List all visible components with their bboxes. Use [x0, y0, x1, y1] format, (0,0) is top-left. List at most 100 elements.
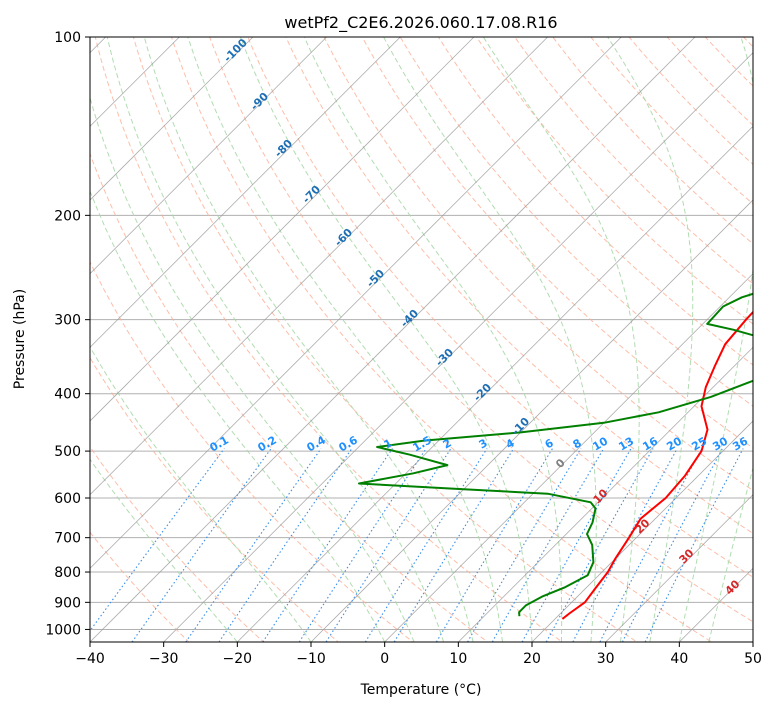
- isotherm: [90, 37, 696, 642]
- dry-adiabat: [132, 37, 638, 642]
- dry-adiabat: [90, 260, 414, 642]
- x-tick-label: 10: [449, 651, 467, 667]
- mixing-ratio-line: [491, 448, 605, 642]
- x-tick-label: 40: [670, 651, 688, 667]
- dry-adiabat: [361, 37, 753, 449]
- isotherm: [90, 37, 254, 201]
- mixing-ratio-label: 8: [571, 436, 584, 451]
- moist-adiabat: [239, 37, 533, 642]
- moist-adiabat: [106, 37, 445, 642]
- mixing-ratio-line: [131, 448, 272, 642]
- y-tick-label: 200: [54, 208, 81, 224]
- mixing-ratio-label: 16: [640, 434, 660, 453]
- isotherm: [605, 494, 753, 642]
- dry-adiabat: [209, 37, 753, 623]
- mixing-ratio-label: 10: [590, 434, 610, 453]
- mixing-ratio-label: 4: [504, 436, 517, 451]
- y-tick-label: 900: [54, 595, 81, 611]
- x-tick-label: −40: [75, 651, 105, 667]
- y-tick-label: 1000: [45, 622, 81, 638]
- y-tick-label: 300: [54, 313, 81, 329]
- moist-adiabat-label: 20: [633, 516, 653, 536]
- y-tick-label: 800: [54, 565, 81, 581]
- y-tick-label: 100: [54, 30, 81, 46]
- isotherm-label: -70: [300, 183, 323, 206]
- chart-title: wetPf2_C2E6.2026.060.17.08.R16: [284, 13, 557, 33]
- mixing-ratio-line: [467, 448, 582, 642]
- mixing-ratio-line: [621, 448, 723, 642]
- mixing-ratio-line: [185, 448, 322, 642]
- dry-adiabat: [94, 37, 564, 642]
- profile-series: [358, 292, 753, 620]
- dry-adiabat: [90, 531, 190, 642]
- dry-adiabat: [742, 37, 753, 48]
- moist-adiabat: [90, 458, 238, 642]
- mixing-ratio-line: [325, 448, 452, 642]
- dry-adiabat: [90, 446, 265, 642]
- moist-adiabat: [90, 189, 386, 642]
- y-tick-label: 600: [54, 491, 81, 507]
- mixing-ratio-line: [393, 448, 515, 642]
- isotherm-label: -60: [332, 226, 355, 249]
- moist-adiabat: [303, 37, 563, 642]
- isotherm-label: -40: [398, 307, 421, 330]
- moist-adiabat: [187, 37, 503, 642]
- x-tick-label: −20: [223, 651, 253, 667]
- mixing-ratio-line: [262, 448, 393, 642]
- isotherm: [90, 37, 401, 348]
- isotherm-label: -30: [433, 346, 456, 369]
- mixing-ratio-line: [218, 448, 353, 642]
- x-tick-label: 50: [744, 651, 762, 667]
- isotherm: [90, 37, 548, 496]
- isotherm: [237, 125, 753, 642]
- moist-adiabat-label: 30: [677, 546, 697, 566]
- moist-adiabat: [678, 37, 753, 642]
- x-tick-label: 20: [523, 651, 541, 667]
- isotherm: [384, 273, 753, 642]
- y-tick-label: 400: [54, 387, 81, 403]
- moist-adiabat: [383, 37, 597, 642]
- dry-adiabat: [514, 37, 753, 285]
- mixing-ratio-line: [644, 448, 744, 642]
- mixing-ratio-label: 36: [730, 434, 750, 453]
- dry-adiabat: [755, 10, 775, 654]
- x-tick-label: 30: [597, 651, 615, 667]
- isotherm: [458, 346, 753, 642]
- dry-adiabat: [90, 152, 489, 642]
- mixing-ratio-line: [599, 448, 703, 642]
- isotherm: [679, 567, 753, 642]
- y-tick-label: 500: [54, 444, 81, 460]
- temperature-line: [561, 310, 753, 620]
- dewpoint-line: [358, 292, 753, 617]
- mixing-ratio-line: [364, 448, 488, 642]
- dry-adiabat: [285, 37, 753, 535]
- in-plot-labels: -100-90-80-70-60-50-40-30-20-10010203040…: [208, 36, 751, 598]
- isotherm-label: -90: [248, 90, 271, 113]
- y-tick-label: 700: [54, 531, 81, 547]
- mixing-ratio-label: 6: [543, 436, 556, 451]
- dry-adiabat: [399, 37, 753, 407]
- moist-adiabat: [708, 466, 753, 642]
- moist-adiabat: [143, 37, 474, 642]
- moist-adiabat-label: 0: [553, 456, 568, 471]
- isotherm: [90, 37, 327, 275]
- mixing-ratio-label: 30: [710, 434, 730, 453]
- isotherm: [163, 52, 753, 642]
- mixing-ratio-line: [298, 448, 427, 642]
- moist-adiabat-label: 10: [591, 486, 611, 506]
- x-axis-label: Temperature (°C): [360, 682, 482, 698]
- isotherm-label: -80: [272, 137, 295, 160]
- isotherm: [90, 37, 475, 422]
- y-axis-label: Pressure (hPa): [12, 289, 28, 389]
- x-tick-label: −10: [296, 651, 326, 667]
- isotherm: [752, 641, 753, 642]
- moist-adiabat: [607, 37, 694, 642]
- isotherm: [310, 199, 753, 642]
- isotherm: [531, 420, 753, 642]
- isotherm: [90, 37, 622, 569]
- dry-adiabat: [90, 356, 340, 642]
- moist-adiabat: [90, 345, 312, 642]
- mixing-ratio-line: [572, 448, 678, 642]
- isotherm-label: -50: [364, 267, 387, 290]
